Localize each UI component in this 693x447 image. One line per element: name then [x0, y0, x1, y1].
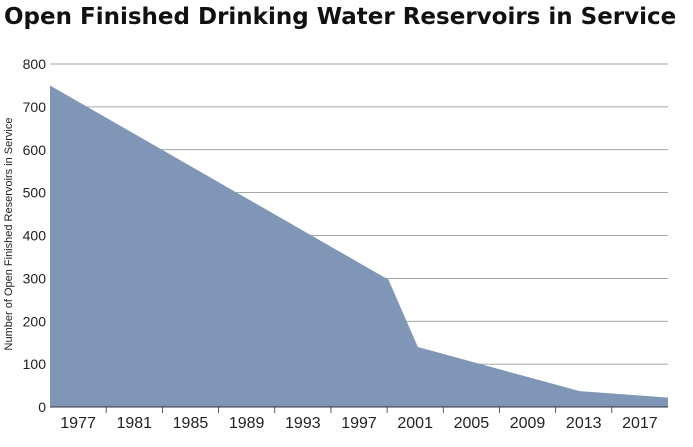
x-tick-label: 2005 — [454, 415, 490, 432]
x-tick-label: 1993 — [285, 415, 321, 432]
x-tick-label: 2001 — [397, 415, 433, 432]
y-tick-labels: 0 100 200 300 400 500 600 700 800 — [23, 56, 47, 415]
y-tick-label: 400 — [23, 228, 47, 244]
axes — [50, 406, 668, 413]
x-tick-label: 1981 — [116, 415, 152, 432]
x-tick-label: 1985 — [173, 415, 209, 432]
x-tick-label: 1989 — [229, 415, 265, 432]
y-axis-label: Number of Open Finished Reservoirs in Se… — [3, 118, 15, 351]
y-tick-label: 100 — [23, 356, 47, 372]
x-tick-label: 2017 — [622, 415, 658, 432]
area-series — [50, 85, 668, 407]
y-tick-label: 600 — [23, 142, 47, 158]
y-tick-label: 0 — [38, 399, 46, 415]
y-tick-label: 800 — [23, 56, 47, 72]
y-tick-label: 500 — [23, 185, 47, 201]
x-tick-label: 1977 — [60, 415, 96, 432]
x-tick-label: 2013 — [566, 415, 602, 432]
x-tick-label: 1997 — [341, 415, 377, 432]
y-tick-label: 300 — [23, 270, 47, 286]
y-tick-label: 200 — [23, 313, 47, 329]
y-tick-label: 700 — [23, 99, 47, 115]
chart-title: Open Finished Drinking Water Reservoirs … — [4, 4, 677, 30]
x-tick-label: 2009 — [510, 415, 546, 432]
x-tick-labels: 1977 1981 1985 1989 1993 1997 2001 2005 2009 2013… — [60, 415, 658, 432]
